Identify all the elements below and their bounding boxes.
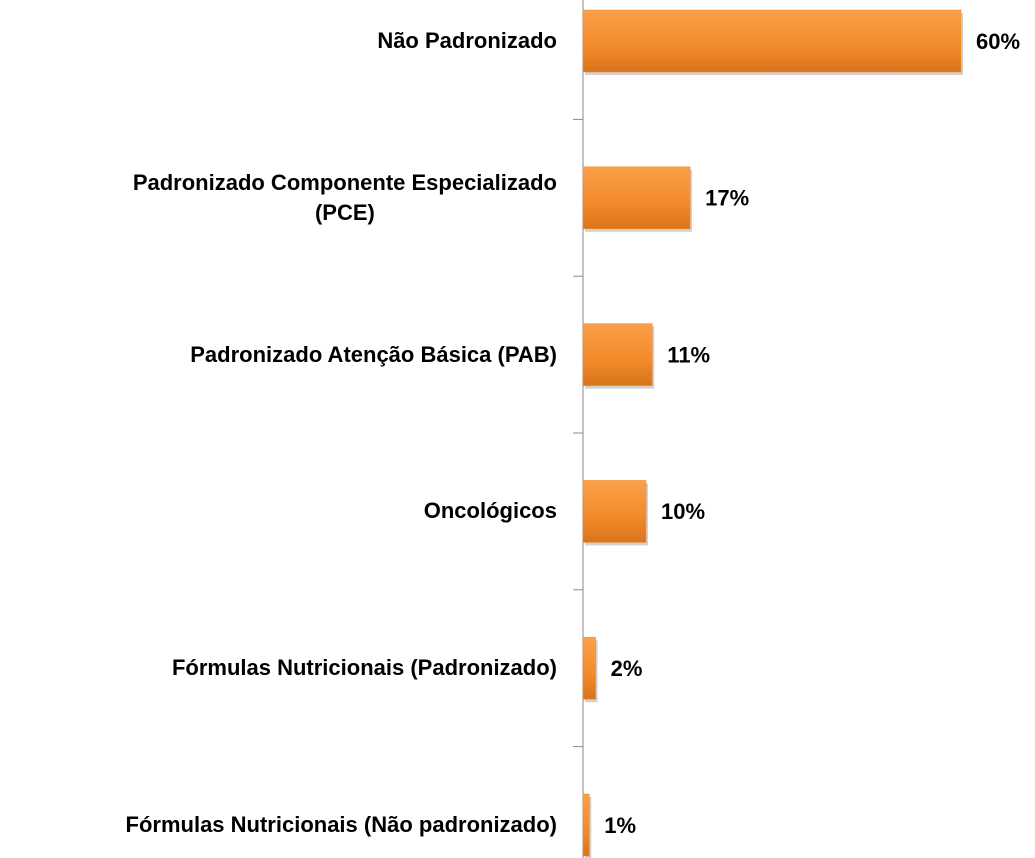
category-label: Padronizado Atenção Básica (PAB) <box>190 341 557 367</box>
value-label: 2% <box>611 656 643 681</box>
value-label: 1% <box>604 813 636 838</box>
bar <box>582 480 647 543</box>
category-label: Oncológicos <box>423 498 557 524</box>
bar <box>582 166 691 230</box>
bar <box>582 323 653 386</box>
value-label: 10% <box>661 499 705 524</box>
bar <box>582 9 962 73</box>
category-label: Fórmulas Nutricionais (Não padronizado) <box>125 812 557 837</box>
value-label: 11% <box>667 342 710 367</box>
value-label: 60% <box>976 29 1020 54</box>
bar <box>582 793 590 857</box>
bar <box>582 636 596 700</box>
category-label: Padronizado Componente Especializado (PC… <box>132 169 557 225</box>
category-label: Fórmulas Nutricionais (Padronizado) <box>171 655 557 681</box>
category-label: Não Padronizado <box>377 28 557 53</box>
value-label: 17% <box>705 186 749 211</box>
